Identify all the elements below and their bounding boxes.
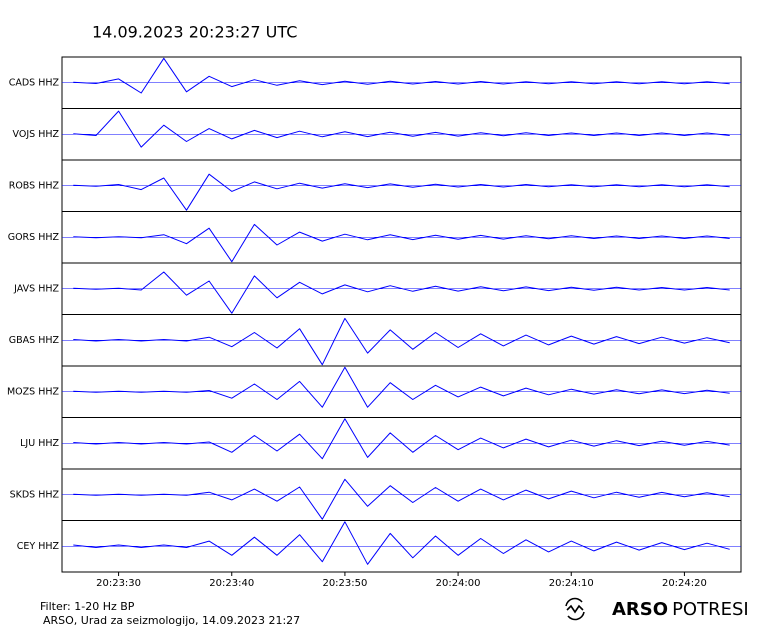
logo-text: ARSO POTRESI bbox=[612, 599, 749, 620]
x-tick-label: 20:23:40 bbox=[209, 578, 254, 589]
x-tick-label: 20:24:10 bbox=[549, 578, 594, 589]
trace-label: SKDS HHZ bbox=[10, 489, 60, 500]
trace-label: MOZS HHZ bbox=[7, 386, 60, 397]
trace-label: ROBS HHZ bbox=[9, 180, 60, 191]
trace-label: LJU HHZ bbox=[20, 438, 59, 449]
trace-label: GORS HHZ bbox=[8, 232, 60, 243]
trace-label: CEY HHZ bbox=[17, 541, 60, 552]
trace bbox=[73, 173, 730, 211]
trace bbox=[73, 57, 730, 94]
x-tick-label: 20:23:30 bbox=[96, 578, 141, 589]
x-tick-label: 20:24:20 bbox=[662, 578, 707, 589]
trace bbox=[73, 223, 730, 263]
trace-label: GBAS HHZ bbox=[9, 335, 60, 346]
logo-arc bbox=[565, 597, 583, 607]
trace-label: JAVS HHZ bbox=[13, 283, 59, 294]
logo-bold: ARSO bbox=[612, 599, 668, 620]
logo-arc bbox=[567, 611, 585, 621]
trace bbox=[73, 478, 730, 520]
trace bbox=[73, 317, 730, 366]
logo-light: POTRESI bbox=[672, 599, 749, 620]
trace bbox=[73, 110, 730, 148]
x-tick-label: 20:24:00 bbox=[436, 578, 481, 589]
trace-label: CADS HHZ bbox=[9, 77, 60, 88]
annotation: Filter: 1-20 Hz BP bbox=[40, 600, 135, 613]
logo-icon bbox=[565, 597, 585, 621]
logo-wave bbox=[566, 604, 584, 614]
annotation: ARSO, Urad za seizmologijo, 14.09.2023 2… bbox=[43, 614, 300, 627]
trace bbox=[73, 521, 730, 565]
trace-label: VOJS HHZ bbox=[13, 129, 60, 140]
trace bbox=[73, 271, 730, 314]
chart-title: 14.09.2023 20:23:27 UTC bbox=[92, 23, 297, 42]
x-tick-label: 20:23:50 bbox=[322, 578, 367, 589]
trace bbox=[73, 418, 730, 460]
trace bbox=[73, 366, 730, 408]
